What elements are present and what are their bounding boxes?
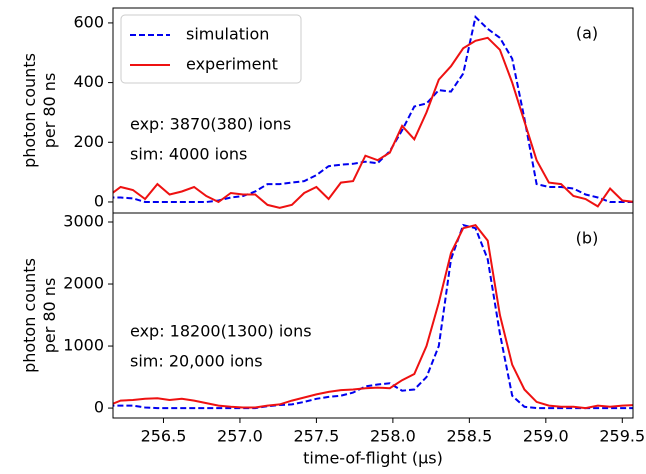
y-axis-label: photon countsper 80 ns	[20, 53, 59, 168]
y-axis-label-line: photon counts	[20, 53, 39, 168]
plot-lines	[113, 15, 633, 209]
x-tick-label: 259.5	[599, 427, 645, 446]
series-line	[113, 36, 633, 209]
y-tick-label: 200	[73, 132, 104, 151]
y-axis-label-line: per 80 ns	[40, 73, 59, 149]
y-tick-label: 0	[94, 398, 104, 417]
plot-frame	[112, 212, 634, 419]
annotation: sim: 4000 ions	[130, 145, 247, 164]
x-tick-label: 256.5	[141, 427, 187, 446]
y-axis-label-line: photon counts	[20, 258, 39, 373]
x-tick-label: 258.5	[446, 427, 492, 446]
x-tick-label: 257.0	[217, 427, 263, 446]
y-tick-label: 3000	[63, 211, 104, 230]
annotation: sim: 20,000 ions	[130, 352, 263, 371]
y-axis-label: photon countsper 80 ns	[20, 258, 59, 373]
x-tick-label: 257.5	[294, 427, 340, 446]
y-tick-label: 600	[73, 12, 104, 31]
x-tick-label: 259.0	[523, 427, 569, 446]
series-line	[113, 223, 633, 410]
y-tick-label: 2000	[63, 274, 104, 293]
legend-label: simulation	[186, 25, 269, 44]
panel-label: (a)	[576, 24, 598, 43]
y-axis-label-line: per 80 ns	[40, 278, 59, 354]
y-tick-label: 400	[73, 72, 104, 91]
x-axis-label: time-of-flight (μs)	[303, 449, 443, 468]
plot-lines	[113, 223, 633, 410]
series-line	[113, 15, 633, 203]
y-tick-label: 0	[94, 191, 104, 210]
legend-label: experiment	[186, 55, 278, 74]
annotation: exp: 3870(380) ions	[130, 115, 291, 134]
panel-label: (b)	[576, 229, 599, 248]
x-tick-label: 258.0	[370, 427, 416, 446]
annotation: exp: 18200(1300) ions	[130, 322, 312, 341]
y-tick-label: 1000	[63, 336, 104, 355]
series-line	[113, 223, 633, 410]
